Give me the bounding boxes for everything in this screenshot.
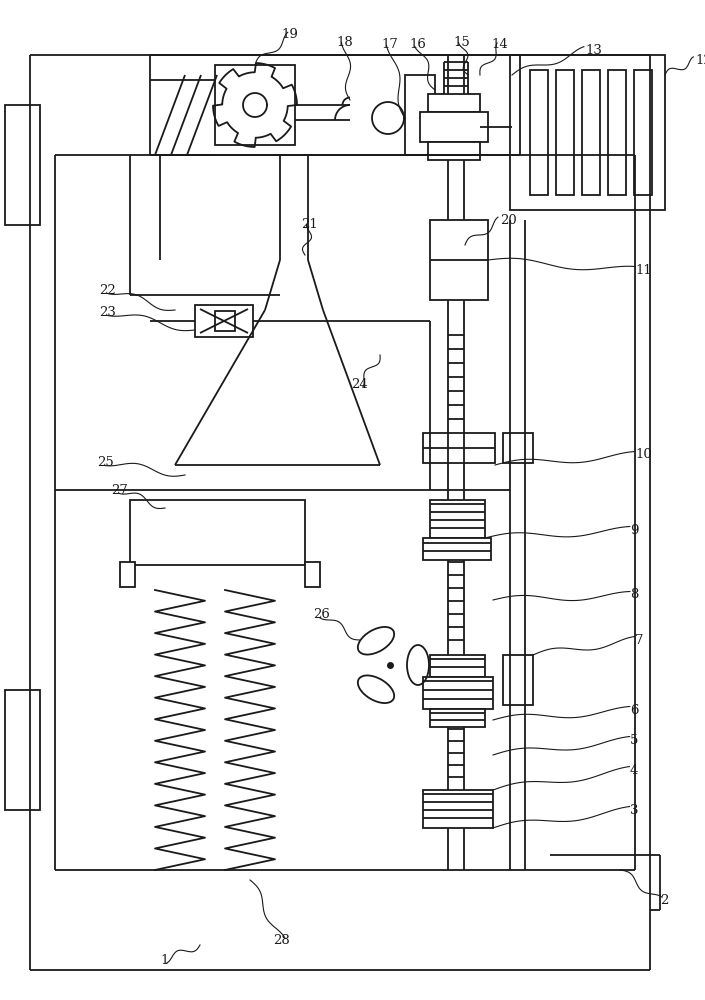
Bar: [215, 65, 295, 145]
Text: 28: 28: [274, 934, 290, 946]
Text: 1: 1: [161, 954, 169, 966]
Text: 6: 6: [630, 704, 639, 716]
Bar: [510, 55, 665, 210]
Text: 10: 10: [635, 448, 651, 462]
Text: 12: 12: [695, 53, 705, 66]
Text: 11: 11: [635, 263, 651, 276]
Bar: [423, 790, 493, 828]
Text: 5: 5: [630, 734, 638, 746]
Bar: [428, 94, 480, 112]
Bar: [405, 75, 435, 155]
Bar: [5, 690, 40, 810]
Bar: [420, 112, 488, 142]
Bar: [5, 105, 40, 225]
Text: 27: 27: [111, 484, 128, 496]
Bar: [215, 311, 235, 331]
Text: 26: 26: [314, 608, 331, 621]
Bar: [503, 655, 533, 705]
Text: 24: 24: [352, 378, 369, 391]
Bar: [120, 562, 135, 587]
Bar: [582, 70, 600, 195]
Bar: [423, 433, 495, 463]
Bar: [130, 500, 305, 565]
Text: 3: 3: [630, 804, 639, 816]
Text: 20: 20: [500, 214, 517, 227]
Bar: [430, 500, 485, 538]
Bar: [503, 433, 533, 463]
Text: 8: 8: [630, 588, 638, 601]
Bar: [608, 70, 626, 195]
Bar: [195, 305, 253, 337]
Text: 14: 14: [491, 38, 508, 51]
Bar: [305, 562, 320, 587]
Text: 15: 15: [453, 35, 470, 48]
Bar: [634, 70, 652, 195]
Text: 22: 22: [99, 284, 116, 296]
Text: 23: 23: [99, 306, 116, 318]
Text: 17: 17: [381, 38, 398, 51]
Text: 13: 13: [585, 43, 602, 56]
Bar: [430, 655, 485, 677]
Bar: [430, 709, 485, 727]
Text: 19: 19: [281, 28, 298, 41]
Bar: [530, 70, 548, 195]
Text: 25: 25: [97, 456, 114, 468]
Bar: [423, 677, 493, 709]
Text: 4: 4: [630, 764, 638, 776]
Text: 16: 16: [410, 38, 427, 51]
Bar: [428, 142, 480, 160]
Bar: [556, 70, 574, 195]
Text: 18: 18: [336, 35, 353, 48]
Text: 9: 9: [630, 524, 639, 536]
Text: 2: 2: [660, 894, 668, 906]
Bar: [423, 538, 491, 560]
Bar: [430, 220, 488, 300]
Text: 7: 7: [635, 634, 644, 647]
Text: 21: 21: [302, 219, 319, 232]
